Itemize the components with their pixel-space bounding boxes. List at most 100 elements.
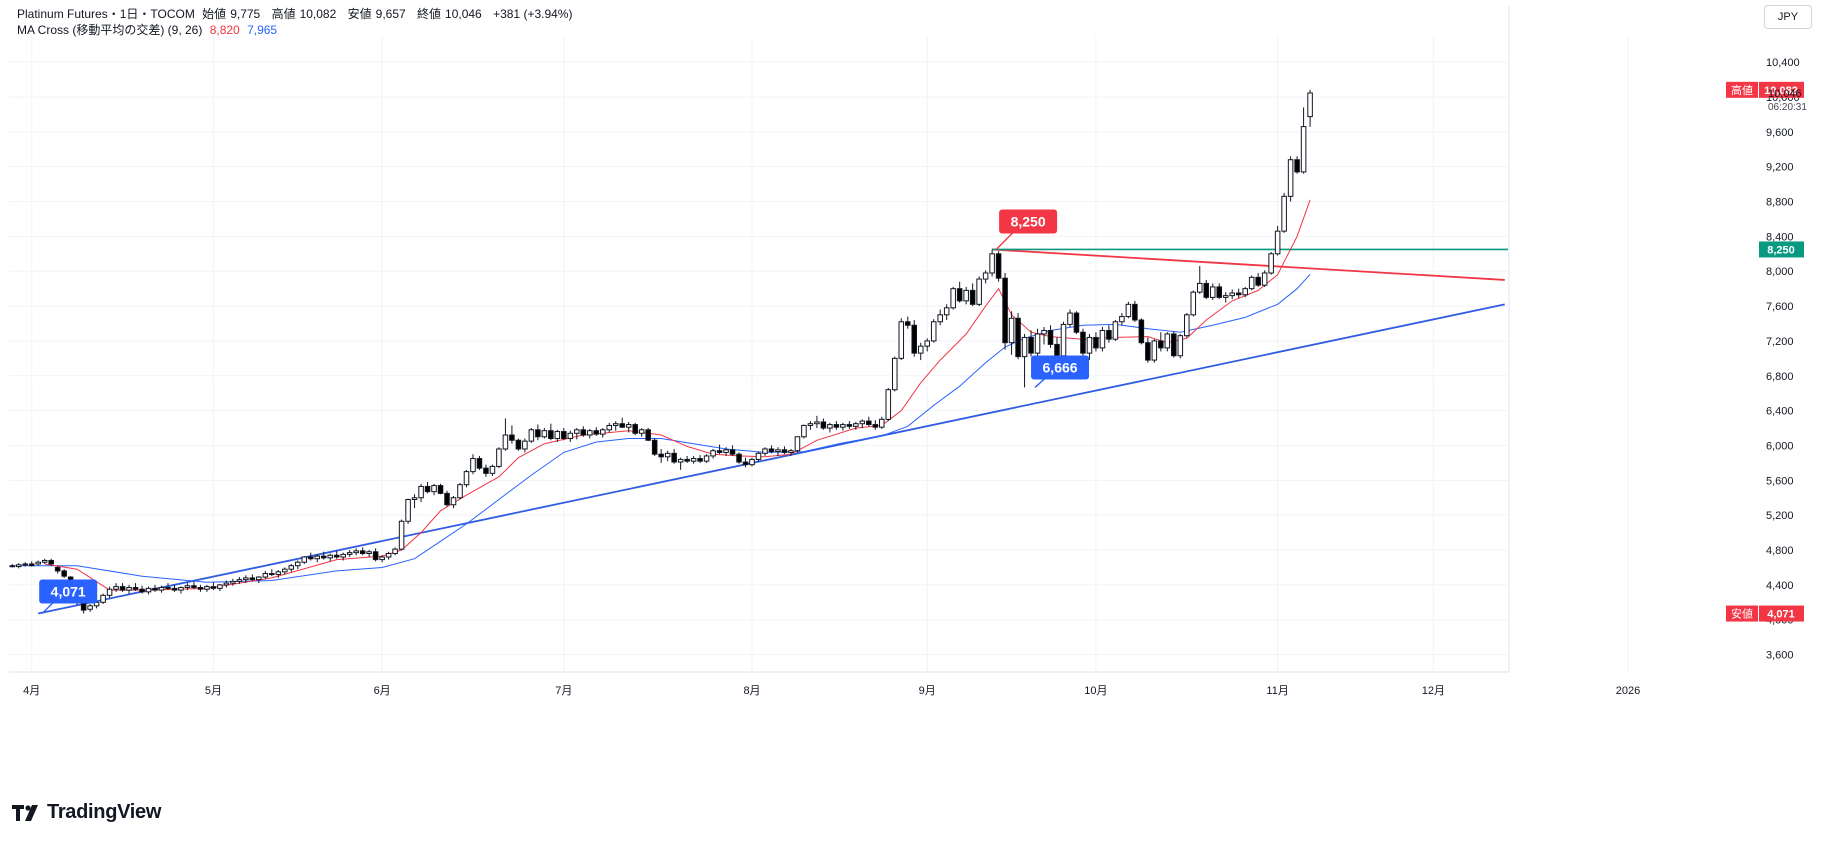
x-tick-label: 6月: [374, 685, 391, 697]
candle: [658, 448, 664, 463]
candle-body: [632, 424, 638, 434]
candle: [930, 319, 937, 343]
currency-button[interactable]: JPY: [1764, 5, 1812, 29]
candle: [950, 286, 956, 310]
candle: [223, 580, 230, 588]
annotation-label: 6,666: [1043, 359, 1078, 375]
candle: [1093, 332, 1099, 352]
candle-body: [892, 357, 898, 391]
candle: [256, 576, 262, 584]
candle-body: [1222, 295, 1229, 298]
candle-body: [963, 289, 969, 302]
candle: [632, 422, 638, 436]
price-label-name: 高値: [1731, 83, 1753, 97]
candle-body: [359, 550, 366, 555]
candle: [969, 283, 976, 307]
candle-body: [1261, 272, 1268, 286]
y-tick-label: 5,600: [1766, 475, 1794, 487]
candle: [956, 281, 963, 303]
candle-body: [1171, 333, 1177, 357]
candle: [28, 561, 35, 567]
candle: [126, 584, 132, 594]
candle-body: [554, 431, 561, 440]
candle-body: [230, 580, 236, 584]
candle: [171, 584, 178, 592]
candle: [1255, 272, 1261, 287]
y-tick-label: 6,400: [1766, 406, 1794, 418]
candle: [217, 584, 223, 591]
candle: [1171, 331, 1177, 358]
candle: [827, 422, 833, 433]
candle-body: [1216, 286, 1223, 298]
candle-body: [1164, 333, 1171, 349]
candle-body: [353, 550, 359, 554]
candle-body: [625, 424, 632, 428]
candle-body: [606, 424, 613, 431]
candle-body: [489, 465, 496, 474]
candle: [61, 569, 67, 578]
candle: [879, 416, 885, 429]
candle: [1229, 289, 1235, 300]
candle-body: [1015, 317, 1021, 358]
candle-body: [1112, 321, 1119, 340]
candle-body: [989, 253, 995, 274]
x-tick-label: 9月: [919, 685, 936, 697]
candle-body: [502, 434, 509, 450]
candle-body: [236, 579, 243, 582]
candle-body: [1229, 292, 1235, 297]
candle-body: [28, 563, 35, 567]
candle: [15, 563, 22, 569]
candle: [509, 425, 515, 444]
candle: [788, 448, 794, 456]
candle: [904, 316, 911, 329]
candle: [178, 586, 184, 594]
candle: [794, 436, 801, 453]
ma-slow-value: 7,965: [247, 23, 278, 37]
candle-body: [476, 458, 483, 469]
candle: [100, 593, 106, 605]
candle-body: [950, 288, 956, 309]
candle: [457, 482, 463, 500]
candle: [554, 429, 561, 442]
candle-body: [119, 586, 126, 591]
candle-body: [755, 452, 762, 460]
candle: [982, 270, 989, 284]
price-label-value: 4,071: [1767, 609, 1795, 621]
annotation-label: 4,071: [51, 584, 86, 600]
candle-body: [1080, 331, 1086, 354]
candle-body: [249, 577, 256, 581]
candle: [483, 464, 489, 477]
indicator-legend[interactable]: MA Cross (移動平均の交差) (9, 26) 8,820 7,965: [17, 21, 281, 38]
candle: [710, 448, 716, 459]
y-tick-label: 9,200: [1766, 162, 1794, 174]
tradingview-logo[interactable]: TradingView: [12, 801, 161, 824]
candle: [243, 575, 249, 584]
candle-body: [191, 585, 197, 588]
candle-body: [846, 424, 853, 427]
candle-body: [703, 455, 710, 462]
tradingview-logo-icon: [12, 804, 38, 821]
x-tick-label: 12月: [1422, 685, 1445, 697]
candle-body: [405, 498, 411, 522]
candle-body: [580, 429, 587, 436]
candle-body: [638, 429, 645, 434]
candle-body: [995, 253, 1002, 279]
price-label-box: [1759, 241, 1804, 258]
open-label: 始値: [202, 7, 227, 21]
price-label-value: 8,250: [1767, 244, 1795, 256]
candle-body: [1132, 303, 1138, 321]
candle: [924, 338, 930, 352]
candle: [1184, 313, 1190, 338]
candle-body: [1093, 336, 1099, 349]
ma-fast-value: 8,820: [209, 23, 240, 37]
candle-body: [1248, 276, 1255, 290]
candle-body: [262, 573, 269, 578]
candle-body: [139, 588, 145, 593]
candle: [1015, 313, 1021, 360]
candle-body: [1294, 159, 1300, 173]
candle: [1060, 321, 1067, 358]
candle: [807, 421, 814, 430]
candle-body: [956, 288, 963, 302]
candle-body: [54, 566, 61, 572]
